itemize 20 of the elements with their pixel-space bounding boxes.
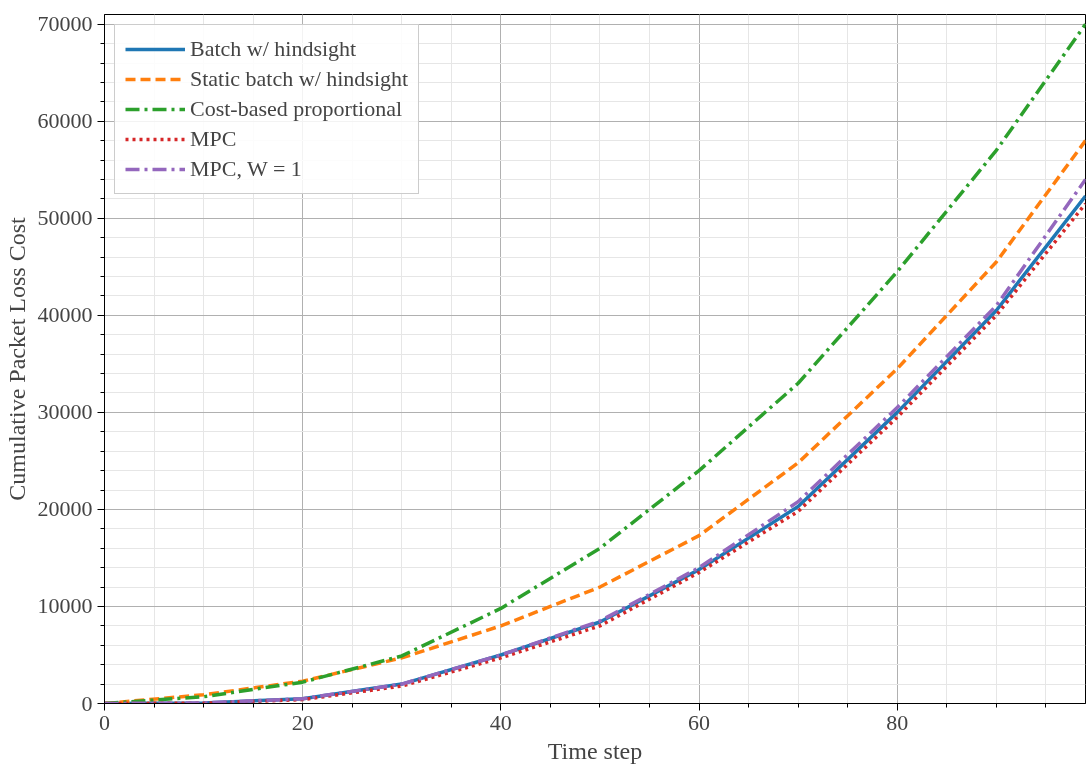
y-tick-label: 10000 (37, 593, 93, 619)
x-tick-label: 20 (291, 709, 314, 735)
x-tick-label: 60 (688, 709, 711, 735)
y-tick-label: 0 (81, 690, 93, 716)
y-tick-label: 40000 (37, 302, 93, 328)
legend-label: MPC, W = 1 (190, 155, 302, 183)
x-tick-label: 80 (886, 709, 909, 735)
y-axis-title: Cumulative Packet Loss Cost (3, 217, 30, 501)
y-tick-label: 30000 (37, 399, 93, 425)
y-tick-label: 60000 (37, 108, 93, 134)
x-axis-title: Time step (547, 737, 643, 764)
legend-label: Batch w/ hindsight (190, 35, 357, 63)
legend-label: Static batch w/ hindsight (190, 65, 409, 93)
x-tick-label: 40 (489, 709, 512, 735)
legend-label: Cost-based proportional (190, 95, 403, 123)
y-tick-label: 70000 (37, 11, 93, 37)
x-tick-label: 0 (99, 709, 110, 735)
legend-label: MPC (190, 125, 237, 153)
y-tick-label: 20000 (37, 496, 93, 522)
y-tick-label: 50000 (37, 205, 93, 231)
